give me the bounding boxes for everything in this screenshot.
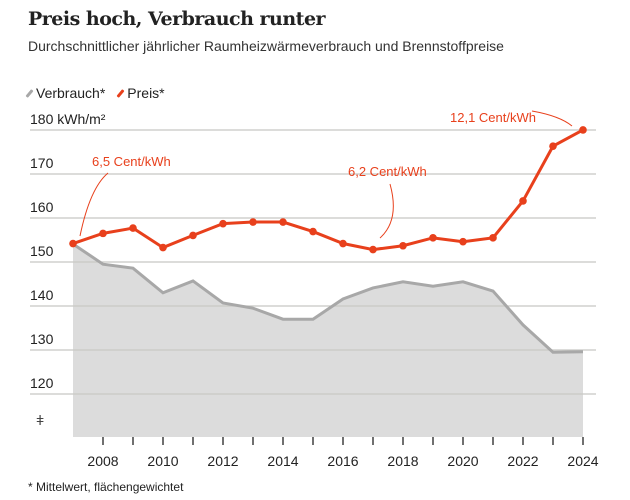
price-point bbox=[429, 234, 437, 242]
y-tick-label: 150 bbox=[30, 243, 54, 259]
price-point bbox=[99, 229, 107, 238]
y-tick-label: 140 bbox=[30, 287, 54, 303]
price-point bbox=[369, 245, 377, 254]
price-point bbox=[69, 239, 77, 248]
footnote: * Mittelwert, flächengewichtet bbox=[28, 480, 184, 494]
legend-label: Verbrauch* bbox=[36, 85, 106, 101]
consumption-line bbox=[72, 242, 584, 354]
annotation-label: 6,5 Cent/kWh bbox=[92, 154, 171, 169]
annotation-arrow-icon bbox=[79, 172, 109, 237]
x-tick-label: 2022 bbox=[507, 453, 538, 469]
y-tick-label: 170 bbox=[30, 155, 54, 171]
annotation-arrow-icon bbox=[379, 183, 394, 239]
price-point bbox=[399, 241, 407, 250]
chart-plot: 180 kWh/m² 170 160 150 140 130 120 ǂ 2008 2010 201… bbox=[30, 110, 599, 469]
price-point bbox=[549, 142, 557, 150]
price-point bbox=[129, 224, 137, 232]
price-point bbox=[459, 237, 467, 246]
y-tick-label: 130 bbox=[30, 331, 54, 347]
chart-title: Preis hoch, Verbrauch runter bbox=[28, 8, 326, 30]
legend-label: Preis* bbox=[127, 85, 165, 101]
price-point bbox=[219, 219, 227, 228]
x-tick-label: 2016 bbox=[327, 453, 358, 469]
x-tick-label: 2012 bbox=[207, 453, 238, 469]
x-tick-label: 2010 bbox=[147, 453, 178, 469]
x-tick-label: 2024 bbox=[567, 453, 598, 469]
annotation-label: 12,1 Cent/kWh bbox=[450, 110, 536, 125]
price-point bbox=[489, 234, 497, 242]
x-tick-label: 2008 bbox=[87, 453, 118, 469]
price-point bbox=[189, 231, 197, 240]
y-tick-label: 160 bbox=[30, 199, 54, 215]
price-point bbox=[279, 218, 287, 226]
x-tick-label: 2014 bbox=[267, 453, 298, 469]
y-tick-label: 180 kWh/m² bbox=[30, 111, 106, 127]
y-tick-label: 120 bbox=[30, 375, 54, 391]
price-point bbox=[579, 126, 587, 134]
price-line bbox=[72, 128, 584, 252]
legend-item-price: Preis* bbox=[116, 85, 165, 101]
legend: Verbrauch* Preis* bbox=[25, 85, 165, 101]
axis-break-icon: ǂ bbox=[36, 412, 44, 428]
price-point bbox=[159, 243, 167, 252]
price-point bbox=[339, 239, 347, 248]
price-point bbox=[309, 227, 317, 236]
x-tick-label: 2020 bbox=[447, 453, 478, 469]
chart-subtitle: Durchschnittlicher jährlicher Raumheizwä… bbox=[28, 38, 504, 54]
legend-item-consumption: Verbrauch* bbox=[25, 85, 106, 101]
price-point bbox=[519, 197, 527, 205]
annotation-label: 6,2 Cent/kWh bbox=[348, 164, 427, 179]
consumption-area bbox=[73, 243, 583, 437]
price-point bbox=[249, 218, 257, 226]
annotation-arrow-icon bbox=[531, 110, 573, 127]
x-tick-label: 2018 bbox=[387, 453, 418, 469]
